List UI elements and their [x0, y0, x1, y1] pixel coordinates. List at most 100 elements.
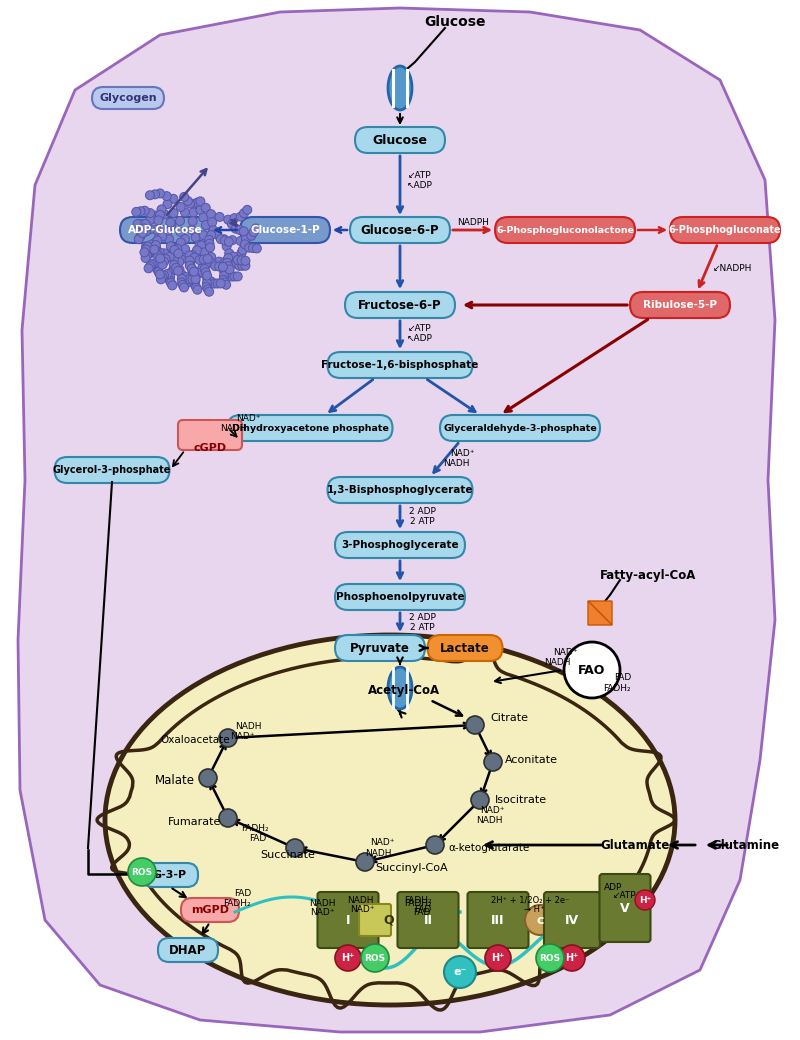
FancyBboxPatch shape	[92, 87, 164, 109]
Circle shape	[188, 251, 197, 260]
Circle shape	[191, 275, 200, 284]
Circle shape	[188, 275, 197, 284]
Circle shape	[177, 278, 186, 287]
Circle shape	[187, 226, 197, 234]
Text: FADH₂: FADH₂	[223, 899, 251, 908]
Text: NADH: NADH	[309, 899, 335, 908]
Text: ↖ADP: ↖ADP	[407, 181, 433, 189]
Circle shape	[139, 224, 149, 233]
Circle shape	[225, 249, 234, 258]
Circle shape	[134, 235, 143, 243]
Circle shape	[238, 261, 247, 270]
Text: Lactate: Lactate	[440, 642, 490, 654]
Text: FADH₂: FADH₂	[404, 899, 432, 908]
Text: FADH₂: FADH₂	[603, 683, 631, 693]
Circle shape	[156, 254, 165, 263]
Circle shape	[221, 257, 230, 266]
Circle shape	[231, 255, 241, 263]
Polygon shape	[588, 601, 612, 625]
Circle shape	[249, 243, 258, 253]
Circle shape	[138, 229, 147, 237]
Circle shape	[163, 228, 172, 237]
Circle shape	[140, 248, 149, 257]
Circle shape	[225, 265, 234, 274]
Circle shape	[190, 267, 198, 276]
Circle shape	[182, 279, 190, 288]
Text: FAD: FAD	[250, 833, 266, 842]
Circle shape	[150, 190, 159, 199]
Circle shape	[198, 213, 208, 223]
Text: NADH: NADH	[442, 459, 470, 468]
Circle shape	[166, 272, 174, 281]
Text: NAD⁺: NAD⁺	[553, 648, 578, 656]
Circle shape	[178, 275, 186, 283]
Circle shape	[175, 216, 185, 226]
FancyBboxPatch shape	[630, 292, 730, 318]
Circle shape	[173, 244, 182, 253]
Circle shape	[142, 245, 150, 254]
Circle shape	[214, 262, 223, 271]
Circle shape	[136, 219, 145, 229]
Text: NADPH: NADPH	[457, 217, 489, 227]
Circle shape	[142, 242, 150, 251]
Circle shape	[193, 245, 202, 255]
Circle shape	[202, 220, 210, 230]
FancyBboxPatch shape	[599, 874, 650, 942]
Circle shape	[146, 262, 154, 270]
Text: 2 ADP: 2 ADP	[409, 613, 435, 622]
Circle shape	[186, 256, 196, 264]
Text: I: I	[346, 913, 350, 927]
Circle shape	[158, 226, 167, 235]
Circle shape	[361, 944, 389, 972]
FancyBboxPatch shape	[227, 415, 393, 441]
Circle shape	[237, 249, 246, 258]
Circle shape	[231, 259, 240, 268]
FancyBboxPatch shape	[142, 863, 198, 887]
Circle shape	[202, 268, 210, 277]
Circle shape	[200, 248, 209, 257]
Circle shape	[157, 253, 166, 262]
Circle shape	[173, 252, 182, 261]
Circle shape	[140, 206, 150, 215]
Circle shape	[213, 230, 222, 239]
Text: NADH: NADH	[220, 423, 246, 433]
Circle shape	[238, 245, 247, 255]
Text: 2 ADP: 2 ADP	[409, 506, 435, 516]
Circle shape	[155, 210, 165, 219]
Text: Phosphoenolpyruvate: Phosphoenolpyruvate	[336, 592, 464, 602]
FancyBboxPatch shape	[240, 217, 330, 243]
Circle shape	[170, 260, 178, 269]
FancyBboxPatch shape	[120, 217, 210, 243]
Circle shape	[167, 222, 176, 230]
Circle shape	[166, 268, 175, 278]
Circle shape	[197, 241, 206, 250]
Circle shape	[154, 261, 162, 270]
Circle shape	[239, 227, 248, 236]
Text: 2 ATP: 2 ATP	[410, 623, 434, 631]
Text: III: III	[491, 913, 505, 927]
Circle shape	[172, 263, 181, 272]
Circle shape	[165, 235, 174, 243]
Circle shape	[151, 243, 161, 252]
Circle shape	[172, 260, 182, 269]
Text: Glucose-1-P: Glucose-1-P	[250, 225, 320, 235]
Circle shape	[220, 267, 229, 277]
Circle shape	[200, 264, 210, 274]
Circle shape	[196, 197, 205, 206]
Circle shape	[190, 280, 199, 289]
Text: NADH: NADH	[476, 815, 502, 825]
Circle shape	[235, 226, 244, 234]
Circle shape	[147, 260, 156, 268]
Circle shape	[192, 283, 201, 292]
FancyBboxPatch shape	[544, 892, 600, 948]
Text: H⁺: H⁺	[639, 895, 651, 905]
Circle shape	[160, 210, 169, 218]
Text: Aconitate: Aconitate	[505, 755, 558, 765]
Circle shape	[183, 252, 193, 261]
Circle shape	[191, 233, 200, 242]
Circle shape	[206, 277, 215, 286]
Circle shape	[146, 190, 154, 200]
Text: 3-Phosphoglycerate: 3-Phosphoglycerate	[341, 540, 459, 550]
Text: cGPD: cGPD	[194, 443, 226, 453]
Circle shape	[222, 258, 232, 267]
